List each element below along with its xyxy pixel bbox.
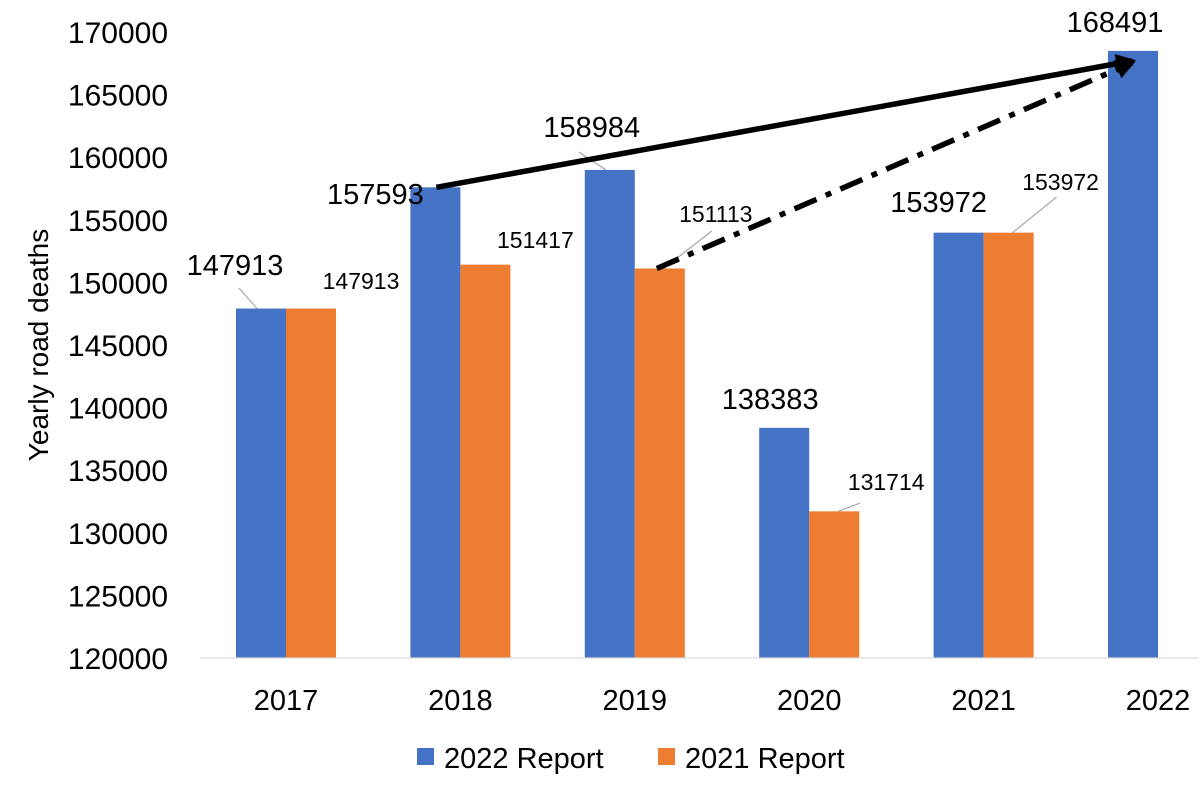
dash-dot-trend-arrow	[655, 60, 1136, 271]
legend-label-2022-report: 2022 Report	[444, 743, 604, 775]
bar-2022-report-2020	[759, 427, 810, 658]
y-tick-label: 150000	[68, 267, 168, 300]
data-label-leader	[837, 502, 861, 512]
x-tick-label: 2021	[951, 685, 1016, 717]
y-axis: 120000 125000 130000 135000 140000 145000 1500…	[68, 17, 168, 676]
trend-arrows	[435, 53, 1136, 271]
y-tick-label: 125000	[68, 580, 168, 613]
x-tick-label: 2017	[254, 685, 319, 717]
legend-swatch-2022-report	[417, 748, 434, 765]
legend: 2022 Report 2021 Report	[417, 743, 845, 775]
plot-area	[236, 50, 1158, 659]
bar-2021-report-2020	[809, 511, 860, 658]
y-tick-label: 145000	[68, 330, 168, 363]
bar-2022-report-2017	[236, 308, 286, 658]
data-label-2022-report-2018: 157593	[327, 179, 424, 211]
data-label-2021-report-2017: 147913	[323, 268, 400, 294]
y-tick-label: 140000	[68, 393, 168, 426]
x-axis: 2017 2018 2019 2020 2021 2022	[254, 685, 1191, 717]
data-label-leader	[1012, 196, 1057, 234]
y-tick-label: 135000	[68, 455, 168, 488]
bar-2021-report-2017	[286, 308, 336, 658]
bar-2021-report-2019	[634, 268, 685, 658]
data-label-2022-report-2022: 168491	[1067, 7, 1164, 39]
legend-label-2021-report: 2021 Report	[685, 743, 845, 775]
y-axis-label: Yearly road deaths	[23, 229, 54, 461]
x-tick-label: 2022	[1126, 685, 1191, 717]
y-tick-label: 160000	[68, 142, 168, 175]
y-tick-label: 120000	[68, 643, 168, 676]
data-labels: 147913 157593 158984 138383 153972 168491 1479…	[187, 7, 1164, 512]
legend-swatch-2021-report	[658, 748, 675, 765]
bar-2022-report-2021	[933, 232, 984, 658]
x-tick-label: 2020	[777, 685, 842, 717]
data-label-2021-report-2019: 151113	[679, 201, 752, 227]
y-tick-label: 170000	[68, 17, 168, 50]
x-tick-label: 2018	[428, 685, 493, 717]
data-label-2021-report-2020: 131714	[848, 469, 925, 495]
bar-2021-report-2018	[460, 264, 511, 658]
bar-2021-report-2021	[983, 232, 1034, 658]
data-label-2021-report-2018: 151417	[497, 227, 574, 253]
data-label-2021-report-2021: 153972	[1022, 169, 1099, 195]
data-label-2022-report-2017: 147913	[187, 250, 284, 282]
y-tick-label: 155000	[68, 205, 168, 238]
bar-2022-report-2019	[584, 169, 635, 658]
bar-2022-report-2018	[410, 187, 461, 659]
y-tick-label: 130000	[68, 518, 168, 551]
solid-trend-arrow	[435, 53, 1136, 191]
x-tick-label: 2019	[603, 685, 668, 717]
data-label-leader	[238, 287, 258, 309]
data-label-2022-report-2020: 138383	[722, 384, 819, 416]
data-label-2022-report-2019: 158984	[543, 112, 640, 144]
data-label-2022-report-2021: 153972	[890, 187, 987, 219]
bar-2022-report-2022	[1108, 50, 1158, 658]
y-tick-label: 165000	[68, 80, 168, 113]
